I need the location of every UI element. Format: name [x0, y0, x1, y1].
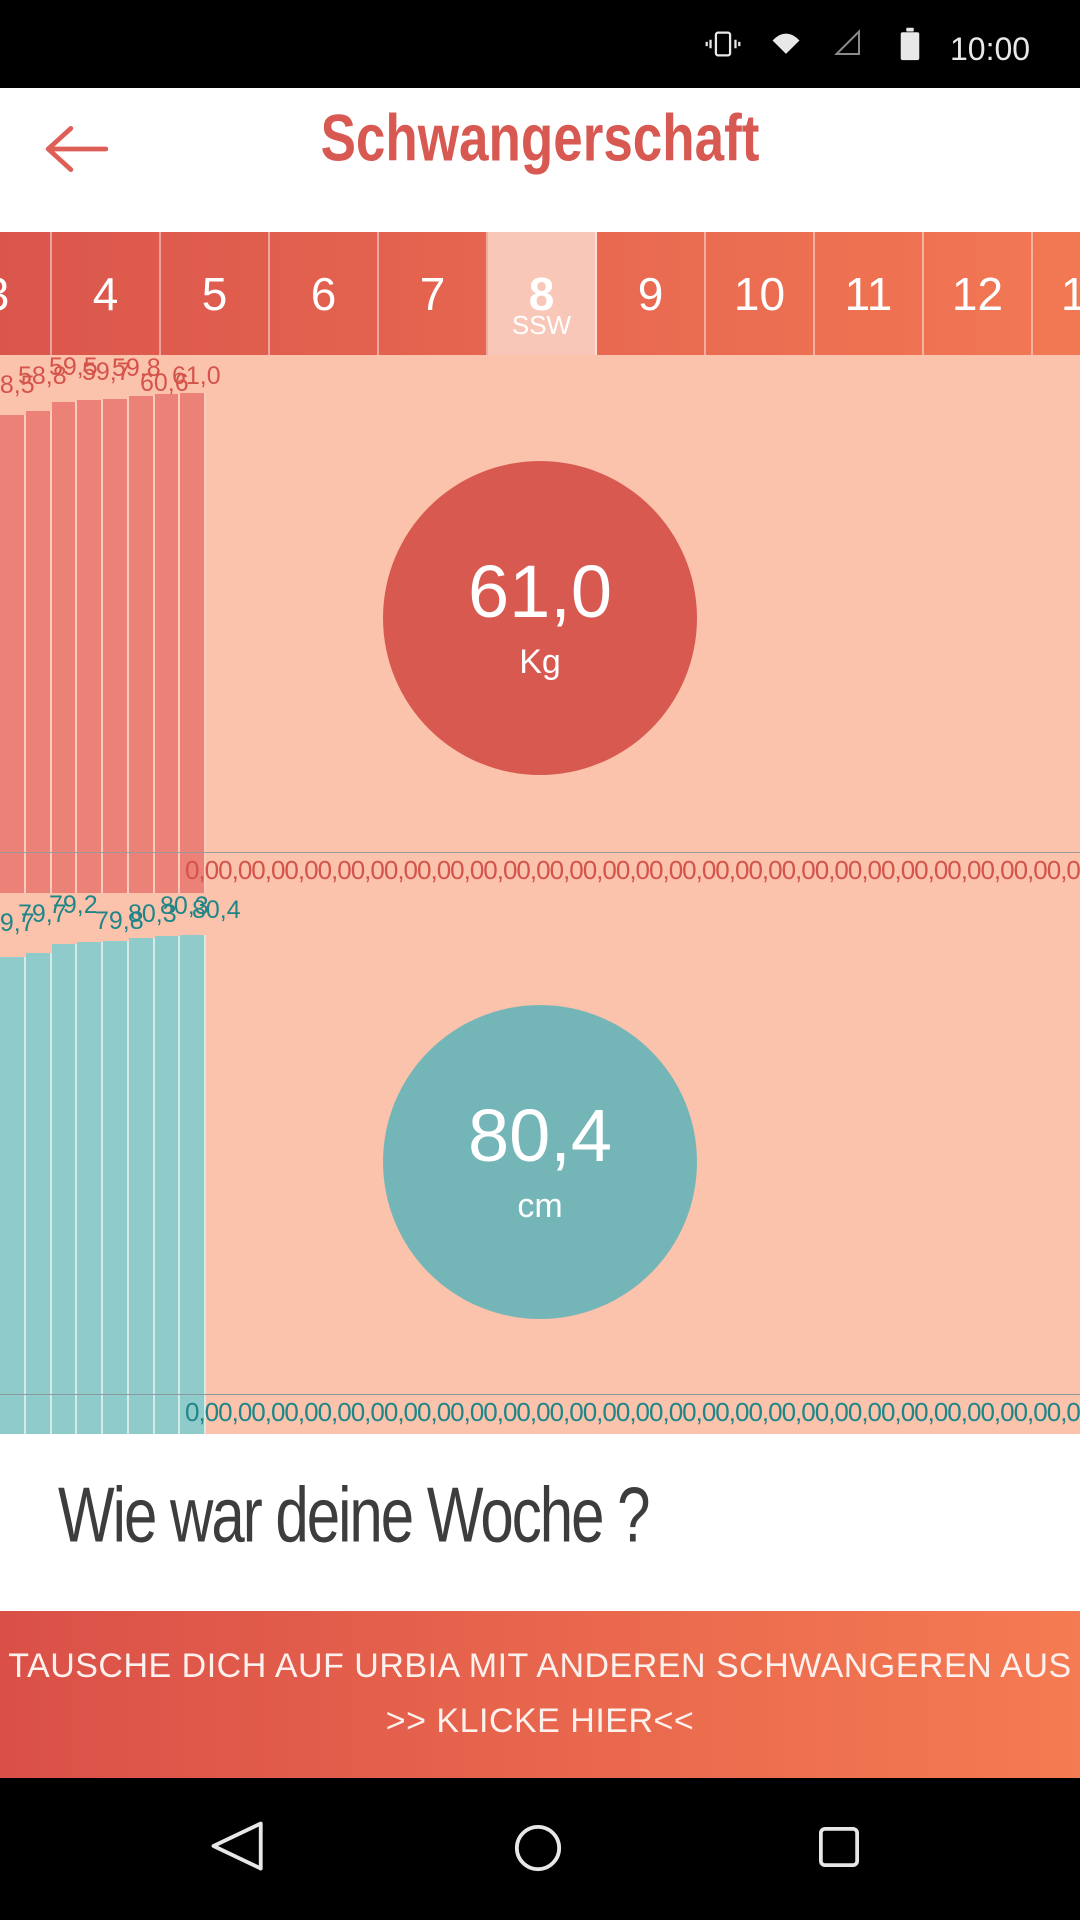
svg-text:10:00: 10:00: [950, 31, 1030, 67]
